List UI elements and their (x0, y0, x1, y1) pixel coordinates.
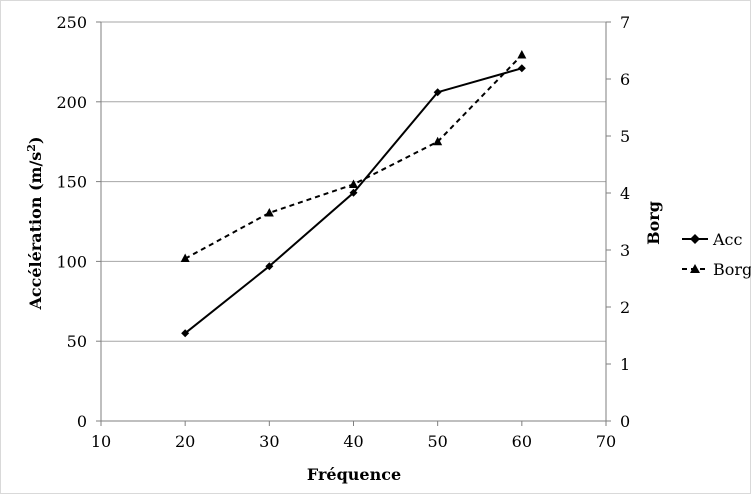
x-tick-label: 40 (343, 432, 363, 451)
x-tick-label: 20 (175, 432, 195, 451)
y-tick-label: 250 (56, 13, 87, 32)
legend-acc-label: Acc (712, 230, 743, 249)
legend: Acc Borg (682, 230, 751, 279)
y2-axis-title: Borg (644, 201, 663, 245)
x-tick-label: 60 (512, 432, 532, 451)
y2-tick-label: 1 (620, 355, 630, 374)
y2-tick-label: 6 (620, 70, 630, 89)
y-tick-labels: 0 50 100 150 200 250 (56, 13, 87, 431)
y-tick-label: 0 (77, 412, 87, 431)
series-borg-point (349, 179, 358, 188)
y2-tick-label: 5 (620, 127, 630, 146)
y-tick-label: 50 (67, 332, 87, 351)
y2-tick-label: 3 (620, 241, 630, 260)
x-tick-labels: 10 20 30 40 50 60 70 (91, 432, 616, 451)
y-tick-label: 150 (56, 173, 87, 192)
legend-acc-marker (690, 234, 700, 244)
x-tick-label: 70 (596, 432, 616, 451)
series-borg-point (433, 136, 443, 146)
axes (96, 21, 611, 426)
y2-tick-label: 0 (620, 412, 630, 431)
series-layer (180, 50, 527, 338)
y2-tick-label: 4 (620, 184, 630, 203)
x-tick-label: 50 (427, 432, 447, 451)
series-acc-point (349, 188, 358, 197)
series-borg-point (517, 50, 527, 59)
series-acc-point (265, 262, 274, 271)
y2-tick-labels: 0 1 2 3 4 5 6 7 (620, 13, 630, 431)
x-tick-label: 30 (259, 432, 279, 451)
series-acc-point (517, 64, 526, 73)
legend-borg-label: Borg (713, 260, 751, 279)
y2-tick-label: 2 (620, 298, 630, 317)
y2-tick-label: 7 (620, 13, 630, 32)
y-tick-label: 200 (56, 93, 87, 112)
x-tick-label: 10 (91, 432, 111, 451)
legend-borg-marker (690, 264, 700, 273)
series-acc-point (181, 329, 190, 338)
series-acc-point (433, 88, 442, 97)
series-borg-line (184, 54, 523, 260)
series-borg-point (180, 253, 190, 263)
y-tick-label: 100 (56, 252, 87, 271)
y-axis-title: Accélération (m/s2) (25, 136, 45, 310)
x-axis-title: Fréquence (307, 465, 401, 484)
series-borg-point (264, 207, 274, 217)
